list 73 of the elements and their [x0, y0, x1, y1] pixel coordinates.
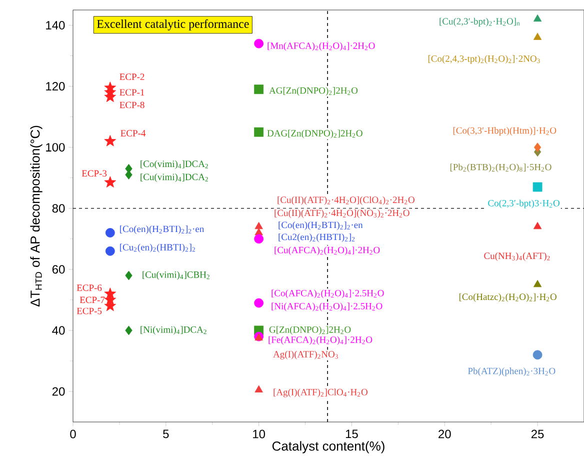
series-label: [Cu(vimi)$_{4}$]CBH$_{2}$ [142, 271, 210, 280]
point [254, 84, 264, 94]
point [532, 182, 542, 192]
series-label: [Cu$_{2}$(en)$_{2}$(HBTI)$_{2}$]$_{2}$ [120, 244, 196, 252]
y-tick-label: 80 [52, 204, 65, 213]
series-label: [Co(2,4,3-tpt)$_{2}$(H$_{2}$O)$_{2}$]·2NO$_{3}$ [428, 55, 540, 64]
point [532, 350, 542, 360]
text: [Co(3,3′-Hbpt)(Htm)]·H$_{2}$O [453, 127, 556, 136]
series-label: [Ag(I)(ATF)$_{2}$]ClO$_{4}$·H$_{2}$O [274, 388, 368, 398]
point [104, 176, 116, 188]
point [533, 280, 542, 288]
text: [Co(Hatzc)$_{2}$(H$_{2}$O)$_{2}$]·H$_{2}$O [459, 293, 556, 302]
point [254, 222, 263, 230]
point [254, 298, 264, 308]
text: [Pb$_{2}$(BTB)$_{2}$(H$_{2}$O)$_{8}$]·5H$_{2}$O [450, 164, 552, 172]
text: [Cu(AFCA)$_{2}$(H$_{2}$O)$_{4}$]·2H$_{2}$O [274, 246, 380, 256]
x-tick-label: 0 [70, 430, 76, 438]
text: [Cu(II)(ATF)$_{2}$·4H$_{2}$O](ClO$_{4}$)$_{2}$·2H$_{2}$O [278, 196, 414, 205]
point [254, 234, 264, 244]
series-label: ECP-7 [80, 296, 105, 304]
series-label: [Cu(2,3′-bpt)$_{2}$·H$_{2}$O]$_{n}$ [440, 18, 520, 26]
point [533, 222, 542, 230]
series-label: ECP-8 [120, 102, 144, 108]
series-label: ECP-2 [120, 74, 144, 80]
series-label: DAG[Zn(DNPO)$_{2}$]2H$_{2}$O [267, 130, 362, 138]
text: Cu(NH$_{3}$)$_{4}$(AFT)$_{2}$ [484, 252, 550, 261]
legend-label: [Cu2(en)$_{2}$(HBTI)$_{2}$]$_{2}$ [278, 233, 355, 242]
point [254, 38, 264, 48]
point [105, 246, 115, 256]
series-label: G[Zn(DNPO)$_{2}$]2H$_{2}$O [269, 326, 351, 335]
annotation: Excellent catalytic performance [96, 19, 249, 30]
point [254, 127, 264, 137]
point [533, 32, 542, 40]
point [125, 270, 132, 280]
x-tick-label: 25 [531, 430, 544, 438]
x-axis-title: Catalyst content(%) [272, 441, 384, 454]
x-tick-label: 5 [163, 430, 169, 438]
series-label: [Co(vimi)$_{4}$]DCA$_{2}$ [140, 160, 208, 169]
y-tick-label: 140 [46, 21, 65, 30]
text: [Ni(AFCA)$_{2}$(H$_{2}$O)$_{4}$]·2.5H$_{2}$O [272, 302, 382, 312]
y-tick-label: 40 [52, 326, 65, 335]
y-axis-title: ΔT$_{HTD}$ of AP decomposition(°C) [30, 126, 42, 307]
x-tick-label: 20 [438, 430, 451, 438]
point [254, 228, 263, 236]
point [125, 326, 132, 336]
x-tick-label: 15 [346, 430, 358, 438]
series-label: ECP-3 [82, 170, 107, 177]
point [534, 142, 542, 152]
text: [Co(AFCA)$_{2}$(H$_{2}$O)$_{4}$]·2.5H$_{2}$O [272, 290, 384, 298]
series-label: [Co(en)(H$_{2}$BTI)$_{2}$]$_{2}$·en [120, 225, 204, 234]
series-label: Co(2,3′-bpt)3·H$_{2}$O [488, 200, 560, 208]
text: [Cu(II)(ATF)$_{2}$·4H$_{2}$O](NO$_{3}$)$_{2}$·2H$_{2}$O [274, 209, 410, 218]
point [533, 14, 542, 22]
series-label: AG[Zn(DNPO)$_{2}$]2H$_{2}$O [269, 87, 358, 96]
series-label: [Ni(vimi)$_{4}$]DCA$_{2}$ [140, 326, 206, 335]
y-tick-label: 20 [52, 387, 65, 396]
series-label: Ag(I)(ATF)$_{2}$NO$_{3}$ [273, 350, 338, 360]
text: [Fe(AFCA)$_{2}$(H$_{2}$O)$_{4}$]·2H$_{2}$O [268, 336, 372, 345]
legend-label: [Co(en)(H$_{2}$BTI)$_{2}$]$_{2}$·en [278, 221, 363, 230]
series-label: [Cu(vimi)$_{4}$]DCA$_{2}$ [140, 173, 208, 182]
x-tick-label: 10 [253, 430, 266, 438]
y-tick-label: 60 [52, 265, 65, 274]
y-tick-label: 120 [46, 82, 65, 91]
series-label: ECP-5 [76, 308, 102, 314]
point [254, 385, 263, 392]
series-label: ECP-6 [76, 284, 102, 291]
series-label: ECP-1 [120, 89, 144, 96]
point [105, 228, 115, 238]
text: [Mn(AFCA)$_{2}$(H$_{2}$O)$_{4}$]·2H$_{2}$O [268, 42, 375, 51]
y-tick-label: 100 [46, 143, 65, 152]
series-label: Pb(ATZ)(phen)$_{2}$·3H$_{2}$O [468, 368, 556, 376]
series-label: ECP-4 [120, 130, 146, 136]
point [104, 135, 116, 146]
